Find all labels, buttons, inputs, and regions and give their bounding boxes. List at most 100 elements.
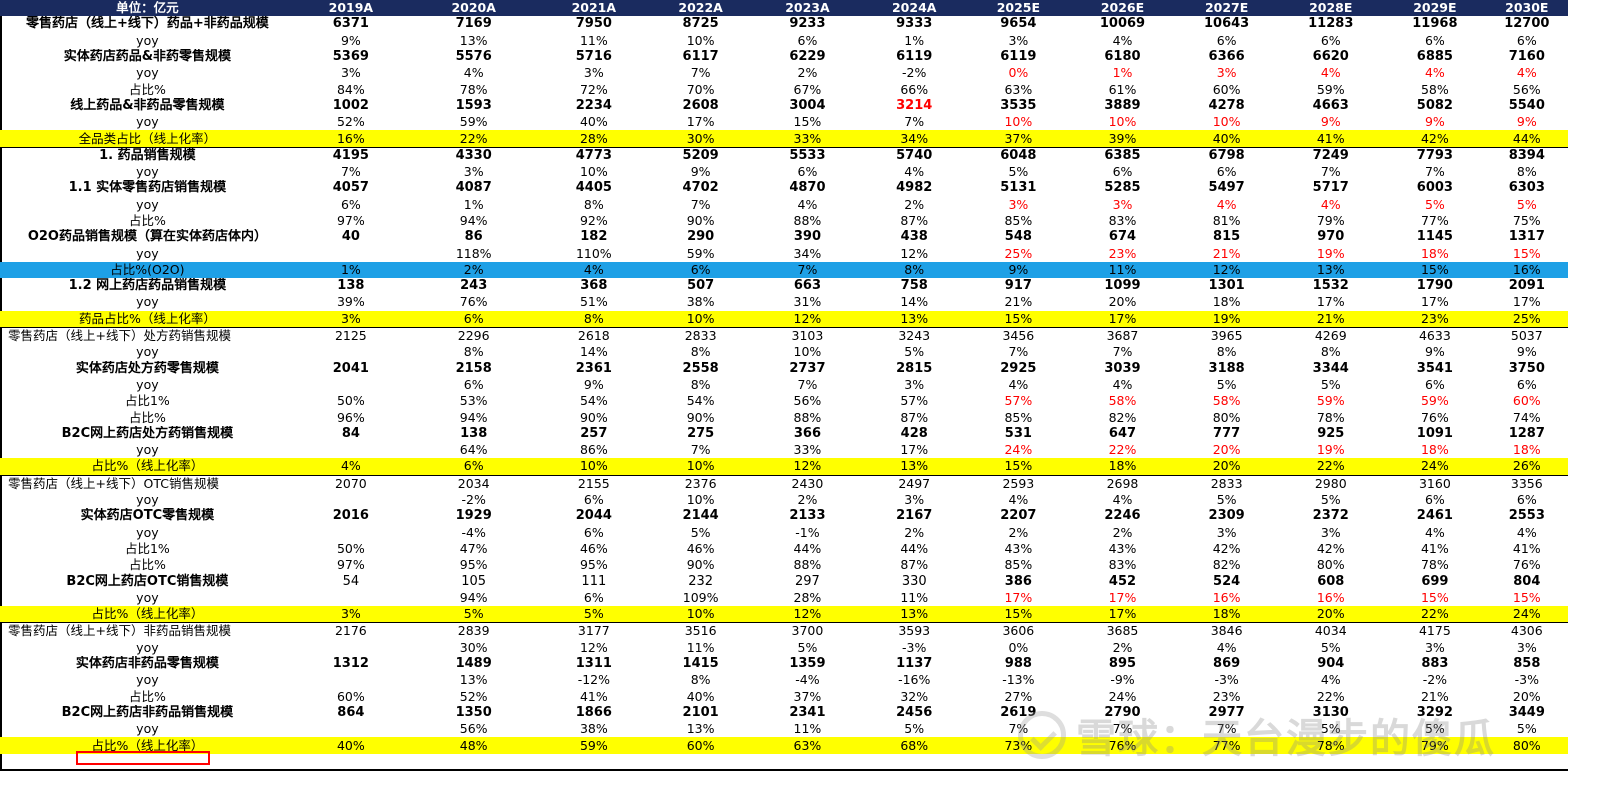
- data-cell: -4%: [795, 672, 820, 688]
- data-cell: 2376: [647, 474, 755, 492]
- data-cell: 5%: [1216, 376, 1237, 392]
- data-cell: 3606: [967, 622, 1070, 640]
- data-cell: 904: [1317, 656, 1345, 672]
- data-cell: 5%: [1424, 196, 1445, 212]
- table-row: 线上药品&非药品零售规模 1002 1593 2234 2608 3004 3214 3535…: [0, 98, 1568, 114]
- data-cell: 2155: [540, 474, 648, 492]
- data-cell: 3456: [967, 326, 1070, 345]
- row-label: 1.1 实体零售药店销售规模: [68, 180, 227, 196]
- data-cell: [295, 344, 407, 360]
- data-cell: 47%: [459, 540, 488, 556]
- table-row: 药品占比%（线上化率） 3% 6% 8% 10% 12% 13% 15% 17% 19% 21% 23…: [0, 310, 1568, 328]
- data-cell: 2980: [1277, 474, 1385, 492]
- data-cell: 2619: [1000, 704, 1037, 720]
- data-cell: 2101: [682, 704, 719, 720]
- data-cell: 3%: [1216, 524, 1237, 540]
- data-cell: 8%: [690, 376, 711, 392]
- data-cell: 11%: [579, 32, 608, 48]
- data-cell: 138: [460, 425, 488, 441]
- row-label: O2O药品销售规模（算在实体药店体内）: [27, 229, 267, 245]
- row-label: 占比%（线上化率）: [0, 458, 295, 476]
- data-cell: 18%: [1420, 442, 1449, 458]
- data-cell: 386: [1004, 573, 1032, 589]
- data-cell: 56%: [1512, 81, 1541, 97]
- data-cell: 2125: [294, 326, 407, 345]
- data-cell: 11%: [1069, 261, 1176, 279]
- row-label: 占比%(O2O): [0, 261, 295, 279]
- data-cell: 41%: [1277, 130, 1385, 148]
- data-cell: 5%: [1516, 196, 1537, 212]
- year-header: 2025E: [967, 0, 1070, 17]
- data-cell: 4269: [1277, 326, 1385, 345]
- data-cell: 28%: [540, 130, 648, 148]
- data-cell: 76%: [459, 294, 488, 310]
- data-cell: 53%: [459, 393, 488, 409]
- data-cell: 6%: [406, 458, 541, 476]
- data-cell: -16%: [898, 672, 931, 688]
- data-cell: 66%: [900, 81, 929, 97]
- data-cell: 19%: [1316, 442, 1345, 458]
- data-cell: 4278: [1208, 97, 1245, 113]
- data-cell: 3004: [789, 97, 826, 113]
- data-cell: 804: [1513, 573, 1541, 589]
- data-cell: 56%: [793, 393, 822, 409]
- data-cell: 7%: [1320, 164, 1341, 180]
- data-cell: 2176: [294, 622, 407, 640]
- data-cell: [295, 672, 407, 688]
- data-cell: 5%: [904, 721, 925, 737]
- data-cell: 3685: [1069, 622, 1176, 640]
- data-cell: 3%: [904, 376, 925, 392]
- data-cell: 84%: [336, 81, 365, 97]
- data-cell: 95%: [579, 557, 608, 573]
- data-cell: 3292: [1416, 704, 1453, 720]
- data-cell: 15%: [967, 605, 1070, 623]
- data-cell: 7249: [1277, 146, 1385, 164]
- data-cell: 60%: [1212, 81, 1241, 97]
- data-cell: 12%: [754, 605, 861, 623]
- data-cell: 2430: [754, 474, 861, 492]
- data-cell: 6119: [896, 49, 933, 65]
- data-cell: 1301: [1208, 278, 1245, 294]
- table-row: 1.1 实体零售药店销售规模 4057 4087 4405 4702 4870 4982 51…: [0, 180, 1568, 196]
- data-cell: 12%: [579, 639, 608, 655]
- data-cell: 11%: [686, 639, 715, 655]
- row-label: 实体药店处方药零售规模: [75, 360, 219, 376]
- data-cell: 26%: [1485, 458, 1568, 476]
- data-cell: 11%: [900, 589, 929, 605]
- data-cell: 3889: [1104, 97, 1141, 113]
- data-cell: 10%: [540, 458, 648, 476]
- table-row: 实体药店OTC零售规模 2016 1929 2044 2144 2133 2167 2207 2…: [0, 508, 1568, 524]
- data-cell: 40: [341, 229, 360, 245]
- data-cell: 1091: [1416, 425, 1453, 441]
- data-cell: 5%: [904, 344, 925, 360]
- data-cell: 75%: [1512, 213, 1541, 228]
- data-cell: 38%: [579, 721, 608, 737]
- data-cell: 1099: [1104, 278, 1141, 294]
- data-cell: 12%: [754, 458, 861, 476]
- data-cell: 51%: [579, 294, 608, 310]
- table-row: 占比% 60% 52% 41% 40% 37% 32% 27% 24% 23% 22% 21% 20%: [0, 688, 1568, 704]
- data-cell: 10069: [1099, 16, 1146, 32]
- data-cell: 9%: [690, 164, 711, 180]
- data-cell: 17%: [900, 442, 929, 458]
- row-label: 药品占比%（线上化率）: [0, 310, 295, 328]
- data-cell: 88%: [793, 557, 822, 573]
- data-table: 单位：亿元 2019A 2020A 2021A 2022A 2023A 2024A 2025…: [0, 0, 1568, 754]
- data-cell: 5%: [797, 639, 818, 655]
- data-cell: 4195: [294, 146, 407, 164]
- data-cell: 2041: [332, 360, 369, 376]
- data-cell: 80%: [1212, 409, 1241, 425]
- data-cell: 7950: [575, 16, 612, 32]
- table-row: yoy 39% 76% 51% 38% 31% 14% 21% 20% 18% 17% 17% 17%: [0, 294, 1568, 310]
- data-cell: 10%: [1108, 114, 1137, 130]
- data-cell: 2833: [647, 326, 755, 345]
- row-label: 实体药店OTC零售规模: [80, 508, 215, 524]
- row-label: 占比%: [128, 81, 166, 97]
- data-cell: 54%: [686, 393, 715, 409]
- row-label: yoy: [136, 442, 159, 458]
- data-cell: 28%: [793, 589, 822, 605]
- data-cell: 10%: [1004, 114, 1033, 130]
- data-cell: 94%: [459, 589, 488, 605]
- table-row: yoy 6% 9% 8% 7% 3% 4% 4% 5% 5% 6% 6%: [0, 377, 1568, 393]
- data-cell: 6%: [797, 32, 818, 48]
